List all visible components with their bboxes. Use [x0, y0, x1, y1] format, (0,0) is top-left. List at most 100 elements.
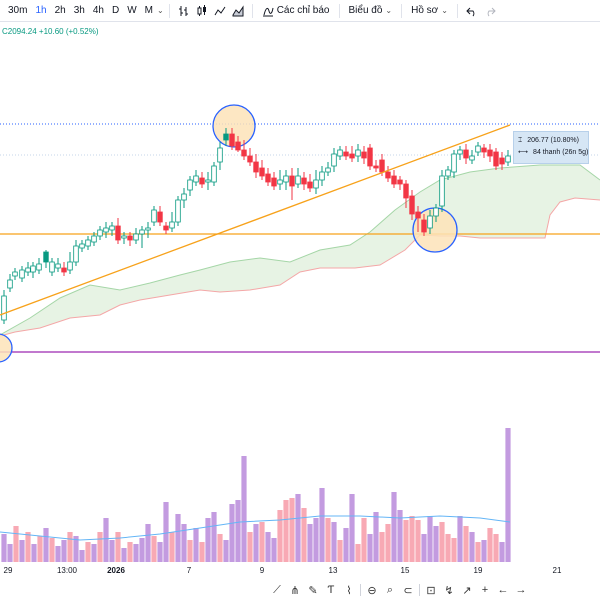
candle [163, 222, 169, 234]
arrow-left-icon[interactable]: ← [497, 584, 509, 596]
volume-bar [373, 512, 379, 562]
trend-line-icon[interactable]: ⟋ [273, 583, 281, 596]
x-axis-label: 9 [260, 566, 265, 575]
x-axis-label: 13 [329, 566, 338, 575]
volume-bar [313, 518, 319, 562]
volume-bar [115, 532, 121, 562]
volume-bar [289, 498, 295, 562]
volume-bar [349, 494, 355, 562]
volume-bar [487, 528, 493, 562]
candles-icon[interactable] [193, 0, 211, 22]
candle [439, 170, 445, 212]
candle [25, 262, 31, 276]
volume-bar [223, 540, 229, 562]
candle [385, 166, 391, 182]
volume-bar [391, 492, 397, 562]
volume-bar [493, 534, 499, 562]
trend-line[interactable] [0, 124, 511, 316]
volume-bar [151, 536, 157, 562]
divider [456, 3, 458, 18]
candle [289, 168, 295, 200]
timeframe-30m[interactable]: 30m [8, 4, 28, 16]
volume-bar [91, 544, 97, 562]
candle [373, 160, 379, 172]
candle [451, 150, 457, 178]
volume-bar [421, 534, 427, 562]
timeframe-3h[interactable]: 3h [73, 4, 85, 16]
candle [331, 148, 337, 172]
candle [343, 146, 349, 160]
timeframe-2h[interactable]: 2h [54, 4, 66, 16]
area-chart-icon[interactable] [229, 0, 247, 22]
candle [277, 170, 283, 190]
timeframe-d[interactable]: D [111, 4, 120, 16]
volume-bar [433, 526, 439, 562]
timeframe-w[interactable]: W [127, 4, 137, 16]
timeframe-m[interactable]: M [144, 4, 153, 16]
volume-bar [427, 516, 433, 562]
lock-icon[interactable]: ⊡ [426, 584, 436, 597]
candle [493, 148, 499, 170]
candle [445, 166, 451, 180]
candle [307, 174, 313, 192]
volume-bar [271, 538, 277, 562]
timeframe-1h[interactable]: 1h [35, 4, 47, 16]
volume-bar [259, 522, 265, 562]
text-icon[interactable]: Ƭ [327, 584, 335, 596]
volume-bar [361, 518, 367, 562]
undo-icon[interactable] [463, 0, 481, 22]
volume-bar [229, 504, 235, 562]
volume-bar [25, 532, 31, 562]
timeframe-4h[interactable]: 4h [92, 4, 104, 16]
measure-icon[interactable]: ⊖ [367, 584, 377, 597]
divider [168, 3, 170, 18]
volume-bar [79, 550, 85, 562]
candlestick-chart[interactable]: 29 13:00 2026 7 9 13 15 19 21 [0, 22, 600, 578]
pattern-icon[interactable]: ⌇ [346, 584, 352, 597]
volume-bar [481, 540, 487, 562]
measure-change: 206.77 (10.80%) [527, 137, 579, 144]
candle [463, 144, 469, 164]
volume-bar [319, 488, 325, 562]
redo-icon[interactable] [481, 0, 499, 22]
ichimoku-cloud [0, 165, 600, 336]
volume-bar [457, 516, 463, 562]
x-axis-label: 29 [4, 566, 13, 575]
line-chart-icon[interactable] [211, 0, 229, 22]
divider [401, 3, 403, 18]
indicators-button-label: Các chỉ báo [276, 4, 330, 16]
arrow-right-icon[interactable]: → [515, 584, 527, 596]
candle [433, 204, 439, 222]
candle [139, 226, 145, 248]
candle [229, 128, 235, 150]
arrow-cursor-icon[interactable]: ↗ [462, 584, 472, 597]
volume-bar [19, 540, 25, 562]
profile-menu-button[interactable]: Hồ sơ ⌄ [407, 0, 452, 22]
volume-bar [469, 532, 475, 562]
candle-body-filled [43, 252, 49, 262]
highlight-circle[interactable] [0, 333, 13, 363]
chevron-down-icon: ⌄ [441, 5, 448, 15]
candle [391, 170, 397, 188]
candle [265, 168, 271, 186]
bar-chart-icon[interactable] [175, 0, 193, 22]
pitchfork-icon[interactable]: ⋔ [290, 584, 300, 597]
measure-bars-icon: ⟷ [518, 149, 529, 156]
zoom-icon[interactable]: ⌕ [386, 583, 394, 596]
chart-menu-button[interactable]: Biểu đồ ⌄ [345, 0, 397, 22]
timeframe-dropdown-icon[interactable]: ⌄ [156, 6, 164, 15]
crosshair-icon[interactable]: ↯ [444, 584, 454, 597]
candle [157, 206, 163, 226]
cross-icon[interactable]: + [481, 584, 489, 596]
brush-icon[interactable]: ✎ [308, 584, 318, 597]
divider [419, 584, 420, 596]
volume-bar [67, 532, 73, 562]
volume-bar [241, 456, 247, 562]
drawing-toolbar: ⟋ ⋔ ✎ Ƭ ⌇ ⊖ ⌕ ⊂ ⊡ ↯ ↗ + ← → [268, 580, 600, 600]
volume-bar [43, 528, 49, 562]
candle [253, 154, 259, 178]
top-toolbar: 30m 1h 2h 3h 4h D W M ⌄ Các chỉ báo Biểu đồ ⌄ Hồ sơ ⌄ [0, 0, 600, 22]
indicators-button[interactable]: Các chỉ báo [258, 0, 334, 22]
volume-bar [277, 510, 283, 562]
magnet-icon[interactable]: ⊂ [403, 584, 413, 597]
